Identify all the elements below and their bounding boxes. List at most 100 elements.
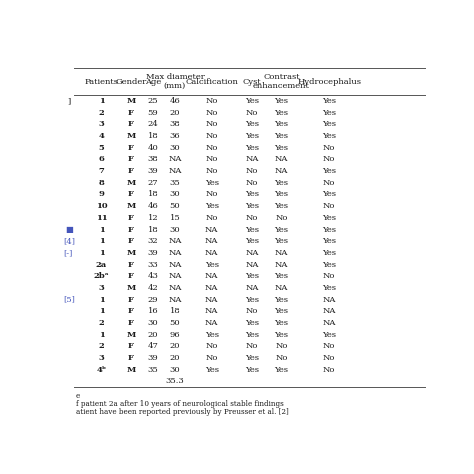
- Text: 32: 32: [147, 237, 158, 245]
- Text: 1: 1: [99, 296, 104, 303]
- Text: No: No: [206, 109, 218, 117]
- Text: 27: 27: [147, 179, 158, 187]
- Text: Yes: Yes: [245, 272, 259, 280]
- Text: Yes: Yes: [274, 237, 289, 245]
- Text: Yes: Yes: [274, 272, 289, 280]
- Text: No: No: [206, 97, 218, 105]
- Text: M: M: [126, 331, 136, 338]
- Text: F: F: [128, 319, 134, 327]
- Text: No: No: [206, 342, 218, 350]
- Text: 20: 20: [170, 342, 180, 350]
- Text: NA: NA: [205, 272, 219, 280]
- Text: No: No: [246, 109, 258, 117]
- Text: Cyst: Cyst: [243, 78, 262, 85]
- Text: Yes: Yes: [245, 191, 259, 199]
- Text: 16: 16: [147, 307, 158, 315]
- Text: Max diameter
(mm): Max diameter (mm): [146, 73, 204, 90]
- Text: No: No: [206, 155, 218, 164]
- Text: 8: 8: [99, 179, 104, 187]
- Text: F: F: [128, 191, 134, 199]
- Text: Yes: Yes: [245, 354, 259, 362]
- Text: NA: NA: [168, 167, 182, 175]
- Text: 20: 20: [148, 331, 158, 338]
- Text: NA: NA: [168, 155, 182, 164]
- Text: No: No: [206, 120, 218, 128]
- Text: 20: 20: [170, 354, 180, 362]
- Text: F: F: [128, 296, 134, 303]
- Text: M: M: [126, 202, 136, 210]
- Text: 40: 40: [147, 144, 158, 152]
- Text: F: F: [128, 226, 134, 234]
- Text: No: No: [275, 342, 288, 350]
- Text: 30: 30: [170, 226, 180, 234]
- Text: Yes: Yes: [245, 237, 259, 245]
- Text: No: No: [323, 272, 336, 280]
- Text: Yes: Yes: [274, 296, 289, 303]
- Text: 2bᵃ: 2bᵃ: [94, 272, 109, 280]
- Text: NA: NA: [246, 249, 259, 257]
- Text: 10: 10: [96, 202, 107, 210]
- Text: NA: NA: [275, 284, 288, 292]
- Text: 46: 46: [147, 202, 158, 210]
- Text: 18: 18: [147, 132, 158, 140]
- Text: F: F: [128, 237, 134, 245]
- Text: Yes: Yes: [274, 144, 289, 152]
- Text: 50: 50: [170, 202, 180, 210]
- Text: F: F: [128, 144, 134, 152]
- Text: Yes: Yes: [322, 191, 336, 199]
- Text: NA: NA: [323, 296, 336, 303]
- Text: Yes: Yes: [274, 109, 289, 117]
- Text: 6: 6: [99, 155, 104, 164]
- Text: [4]: [4]: [63, 237, 75, 245]
- Text: NA: NA: [205, 237, 219, 245]
- Text: NA: NA: [323, 319, 336, 327]
- Text: 5: 5: [99, 144, 104, 152]
- Text: NA: NA: [246, 261, 259, 269]
- Text: 1: 1: [99, 331, 104, 338]
- Text: 3: 3: [99, 284, 104, 292]
- Text: NA: NA: [205, 296, 219, 303]
- Text: Yes: Yes: [205, 331, 219, 338]
- Text: 1: 1: [99, 226, 104, 234]
- Text: NA: NA: [205, 226, 219, 234]
- Text: No: No: [246, 307, 258, 315]
- Text: NA: NA: [246, 155, 259, 164]
- Text: Age: Age: [145, 78, 161, 85]
- Text: NA: NA: [205, 249, 219, 257]
- Text: Calcification: Calcification: [185, 78, 238, 85]
- Text: Yes: Yes: [322, 261, 336, 269]
- Text: F: F: [128, 261, 134, 269]
- Text: Yes: Yes: [322, 331, 336, 338]
- Text: Yes: Yes: [245, 202, 259, 210]
- Text: Gender: Gender: [115, 78, 146, 85]
- Text: No: No: [246, 342, 258, 350]
- Text: 38: 38: [147, 155, 158, 164]
- Text: 1: 1: [99, 307, 104, 315]
- Text: 38: 38: [170, 120, 180, 128]
- Text: 24: 24: [147, 120, 158, 128]
- Text: No: No: [323, 365, 336, 374]
- Text: e: e: [76, 392, 80, 400]
- Text: 7: 7: [99, 167, 104, 175]
- Text: 33: 33: [147, 261, 158, 269]
- Text: F: F: [128, 155, 134, 164]
- Text: f patient 2a after 10 years of neurological stable findings: f patient 2a after 10 years of neurologi…: [76, 400, 283, 408]
- Text: Hydrocephalus: Hydrocephalus: [297, 78, 361, 85]
- Text: Yes: Yes: [274, 179, 289, 187]
- Text: [-]: [-]: [63, 249, 73, 257]
- Text: No: No: [206, 214, 218, 222]
- Text: Yes: Yes: [322, 249, 336, 257]
- Text: No: No: [246, 167, 258, 175]
- Text: Yes: Yes: [205, 202, 219, 210]
- Text: M: M: [126, 284, 136, 292]
- Text: No: No: [246, 179, 258, 187]
- Text: 46: 46: [170, 97, 180, 105]
- Text: Yes: Yes: [322, 167, 336, 175]
- Text: 18: 18: [147, 226, 158, 234]
- Text: 12: 12: [147, 214, 158, 222]
- Text: No: No: [323, 342, 336, 350]
- Text: NA: NA: [323, 307, 336, 315]
- Text: Patients: Patients: [84, 78, 118, 85]
- Text: NA: NA: [275, 261, 288, 269]
- Text: 96: 96: [170, 331, 180, 338]
